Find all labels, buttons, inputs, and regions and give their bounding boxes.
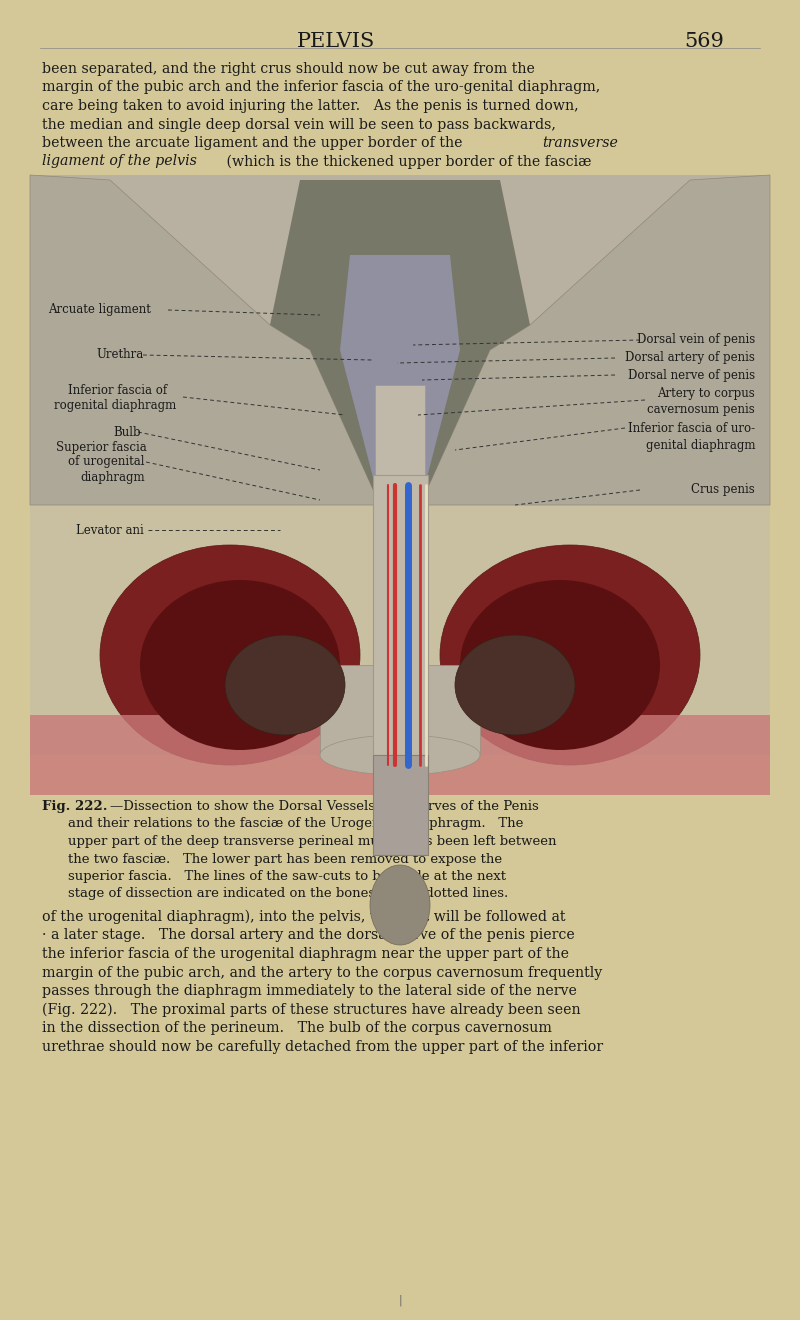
Text: Dorsal nerve of penis: Dorsal nerve of penis <box>628 368 755 381</box>
Text: passes through the diaphragm immediately to the lateral side of the nerve: passes through the diaphragm immediately… <box>42 983 577 998</box>
Text: —Dissection to show the Dorsal Vessels and Nerves of the Penis: —Dissection to show the Dorsal Vessels a… <box>110 800 538 813</box>
Ellipse shape <box>320 735 480 775</box>
Ellipse shape <box>440 545 700 766</box>
Text: ligament of the pelvis: ligament of the pelvis <box>42 154 197 169</box>
Text: PELVIS: PELVIS <box>297 32 375 51</box>
Text: diaphragm: diaphragm <box>80 470 145 483</box>
Text: margin of the pubic arch, and the artery to the corpus cavernosum frequently: margin of the pubic arch, and the artery… <box>42 965 602 979</box>
Text: 569: 569 <box>684 32 724 51</box>
Bar <box>30 176 770 755</box>
Text: upper part of the deep transverse perineal muscle has been left between: upper part of the deep transverse perine… <box>68 836 557 847</box>
Text: Dorsal vein of penis: Dorsal vein of penis <box>637 334 755 346</box>
Text: care being taken to avoid injuring the latter.   As the penis is turned down,: care being taken to avoid injuring the l… <box>42 99 578 114</box>
Text: margin of the pubic arch and the inferior fascia of the uro-genital diaphragm,: margin of the pubic arch and the inferio… <box>42 81 600 95</box>
Bar <box>373 755 427 855</box>
Text: Fig. 222.: Fig. 222. <box>42 800 107 813</box>
Text: (which is the thickened upper border of the fasciæ: (which is the thickened upper border of … <box>222 154 591 169</box>
Bar <box>30 715 770 795</box>
Text: rogenital diaphragm: rogenital diaphragm <box>54 399 176 412</box>
Text: (Fig. 222).   The proximal parts of these structures have already been seen: (Fig. 222). The proximal parts of these … <box>42 1002 581 1016</box>
Text: transverse: transverse <box>542 136 618 150</box>
Text: between the arcuate ligament and the upper border of the: between the arcuate ligament and the upp… <box>42 136 467 150</box>
Text: Urethra: Urethra <box>96 348 143 362</box>
Ellipse shape <box>460 579 660 750</box>
Text: Superior fascia: Superior fascia <box>56 441 146 454</box>
Text: of the urogenital diaphragm), into the pelvis, where it will be followed at: of the urogenital diaphragm), into the p… <box>42 909 566 924</box>
Text: Arcuate ligament: Arcuate ligament <box>48 304 151 317</box>
Text: Inferior fascia of uro-: Inferior fascia of uro- <box>628 421 755 434</box>
Bar <box>320 665 480 755</box>
Ellipse shape <box>100 545 360 766</box>
Polygon shape <box>270 180 530 506</box>
Text: Inferior fascia of: Inferior fascia of <box>68 384 167 396</box>
Text: the median and single deep dorsal vein will be seen to pass backwards,: the median and single deep dorsal vein w… <box>42 117 556 132</box>
Ellipse shape <box>370 865 430 945</box>
Ellipse shape <box>225 635 345 735</box>
Polygon shape <box>340 255 460 484</box>
Ellipse shape <box>140 579 340 750</box>
Text: cavernosum penis: cavernosum penis <box>647 404 755 417</box>
Text: Dorsal artery of penis: Dorsal artery of penis <box>625 351 755 364</box>
Polygon shape <box>420 176 770 506</box>
Text: of urogenital: of urogenital <box>68 455 145 469</box>
Text: the two fasciæ.   The lower part has been removed to expose the: the two fasciæ. The lower part has been … <box>68 853 502 866</box>
Text: the inferior fascia of the urogenital diaphragm near the upper part of the: the inferior fascia of the urogenital di… <box>42 946 569 961</box>
Text: superior fascia.   The lines of the saw-cuts to be made at the next: superior fascia. The lines of the saw-cu… <box>68 870 506 883</box>
Text: Artery to corpus: Artery to corpus <box>658 387 755 400</box>
Text: genital diaphragm: genital diaphragm <box>646 438 755 451</box>
Text: in the dissection of the perineum.   The bulb of the corpus cavernosum: in the dissection of the perineum. The b… <box>42 1020 552 1035</box>
Text: stage of dissection are indicated on the bones by the dotted lines.: stage of dissection are indicated on the… <box>68 887 508 900</box>
Text: · a later stage.   The dorsal artery and the dorsal nerve of the penis pierce: · a later stage. The dorsal artery and t… <box>42 928 574 942</box>
Text: |: | <box>398 1295 402 1307</box>
Bar <box>30 176 770 506</box>
Text: Bulb: Bulb <box>113 425 141 438</box>
Text: urethrae should now be carefully detached from the upper part of the inferior: urethrae should now be carefully detache… <box>42 1040 603 1053</box>
Text: Levator ani: Levator ani <box>76 524 144 536</box>
Polygon shape <box>30 176 380 506</box>
Text: Crus penis: Crus penis <box>691 483 755 496</box>
Text: and their relations to the fasciæ of the Urogenital Diaphragm.   The: and their relations to the fasciæ of the… <box>68 817 523 830</box>
Ellipse shape <box>455 635 575 735</box>
Text: been separated, and the right crus should now be cut away from the: been separated, and the right crus shoul… <box>42 62 535 77</box>
Bar <box>375 385 425 506</box>
Bar <box>373 475 427 755</box>
